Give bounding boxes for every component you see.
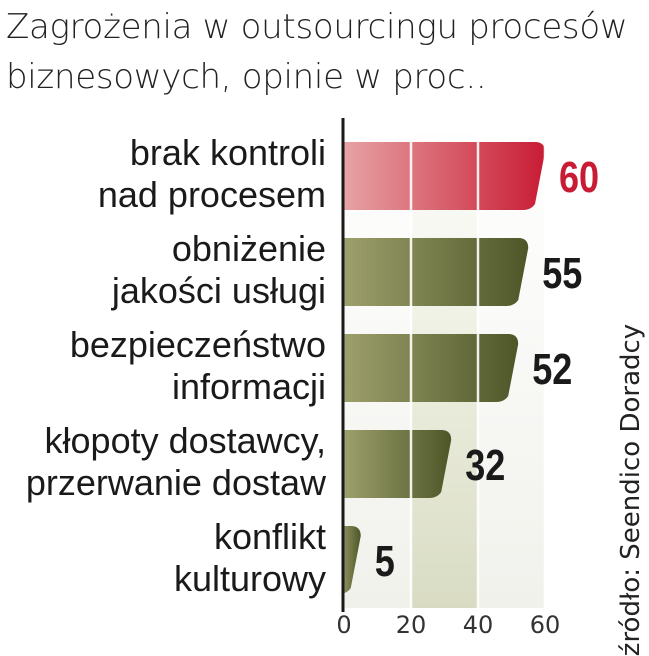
bar-1 — [344, 142, 545, 210]
x-tick-label-0: 0 — [336, 611, 351, 639]
bar-4 — [344, 430, 452, 498]
value-label-2: 55 — [542, 249, 582, 298]
value-label-4: 32 — [465, 441, 505, 490]
category-label-3-line-1: bezpieczeństwo — [70, 324, 326, 365]
title-line-1: Zagrożenia w outsourcingu procesów — [6, 7, 628, 47]
value-label-5: 5 — [375, 537, 395, 586]
category-label-1-line-1: brak kontroli — [130, 132, 326, 173]
category-label-1-line-2: nad procesem — [98, 174, 326, 215]
title-line-2: biznesowych, opinie w proc.. — [6, 57, 487, 97]
category-label-4-line-1: kłopoty dostawcy, — [45, 420, 326, 461]
x-tick-label-60: 60 — [530, 611, 561, 639]
category-label-2-line-1: obniżenie — [172, 228, 326, 269]
category-label-5-line-2: kulturowy — [174, 558, 326, 599]
value-label-1: 60 — [559, 153, 599, 202]
chart-title: Zagrożenia w outsourcingu procesów bizne… — [6, 2, 646, 102]
bar-2 — [344, 238, 529, 306]
x-tick-label-20: 20 — [396, 611, 427, 639]
x-tick-label-40: 40 — [463, 611, 494, 639]
source-note: źródło: Seendico Doradcy — [616, 323, 646, 656]
category-label-3-line-2: informacji — [172, 366, 326, 407]
category-label-2-line-2: jakości usługi — [111, 270, 326, 311]
value-label-3: 52 — [532, 345, 572, 394]
category-label-4-line-2: przerwanie dostaw — [26, 462, 327, 503]
bar-3 — [344, 334, 519, 402]
category-label-5-line-1: konflikt — [214, 516, 326, 557]
